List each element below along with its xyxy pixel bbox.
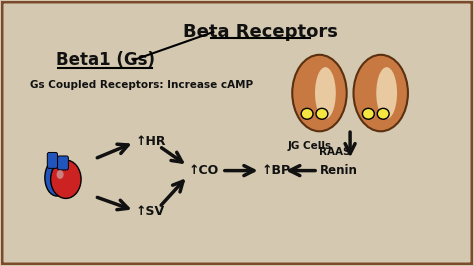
Ellipse shape — [45, 159, 69, 196]
Ellipse shape — [363, 108, 374, 119]
Text: JG Cells: JG Cells — [288, 142, 332, 151]
Text: Beta Receptors: Beta Receptors — [183, 23, 338, 40]
Text: Beta1 (Gs): Beta1 (Gs) — [55, 51, 155, 69]
Ellipse shape — [354, 55, 408, 131]
Ellipse shape — [315, 67, 336, 119]
Text: ↑HR: ↑HR — [136, 135, 166, 148]
FancyBboxPatch shape — [57, 156, 68, 170]
Ellipse shape — [56, 170, 64, 179]
Text: Renin: Renin — [319, 164, 357, 177]
Ellipse shape — [376, 67, 397, 119]
Text: RAAS: RAAS — [319, 147, 351, 157]
FancyBboxPatch shape — [47, 152, 57, 168]
Text: ↑CO: ↑CO — [189, 164, 219, 177]
Ellipse shape — [377, 108, 389, 119]
Ellipse shape — [292, 55, 346, 131]
Text: ↑BP: ↑BP — [262, 164, 291, 177]
Text: Gs Coupled Receptors: Increase cAMP: Gs Coupled Receptors: Increase cAMP — [30, 80, 253, 90]
Ellipse shape — [301, 108, 313, 119]
Text: ↑SV: ↑SV — [136, 205, 165, 218]
Ellipse shape — [51, 160, 81, 198]
Ellipse shape — [316, 108, 328, 119]
